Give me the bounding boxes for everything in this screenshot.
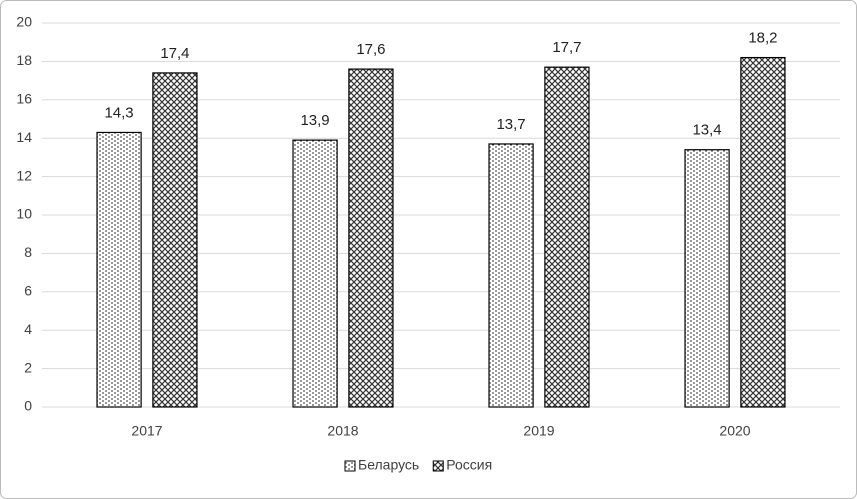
- y-tick-label: 18: [16, 52, 32, 68]
- x-tick-label: 2017: [131, 423, 162, 439]
- x-tick-label: 2020: [719, 423, 750, 439]
- value-label: 13,7: [496, 116, 525, 133]
- value-label: 13,9: [300, 112, 329, 129]
- x-tick-label: 2019: [523, 423, 554, 439]
- legend-label: Россия: [446, 457, 492, 473]
- bar: [488, 143, 534, 408]
- legend-swatch: [432, 460, 444, 472]
- bar: [740, 56, 786, 408]
- bar: [96, 131, 142, 408]
- y-tick-label: 2: [24, 359, 32, 375]
- y-tick-label: 8: [24, 244, 32, 260]
- legend-label: Беларусь: [358, 457, 419, 473]
- y-tick-label: 0: [24, 398, 32, 414]
- bar: [348, 68, 394, 408]
- bar: [292, 139, 338, 408]
- bar: [152, 72, 198, 408]
- y-tick-label: 16: [16, 91, 32, 107]
- y-tick-label: 6: [24, 283, 32, 299]
- bar: [544, 66, 590, 408]
- value-label: 18,2: [748, 30, 777, 47]
- y-tick-label: 4: [24, 321, 32, 337]
- y-tick-label: 14: [16, 129, 32, 145]
- value-label: 14,3: [104, 104, 133, 121]
- y-tick-label: 10: [16, 206, 32, 222]
- value-label: 17,4: [160, 45, 189, 62]
- x-tick-label: 2018: [327, 423, 358, 439]
- bar: [684, 149, 730, 408]
- y-tick-label: 12: [16, 167, 32, 183]
- value-label: 13,4: [692, 122, 721, 139]
- value-label: 17,7: [552, 39, 581, 56]
- y-tick-label: 20: [16, 14, 32, 30]
- value-label: 17,6: [356, 41, 385, 58]
- legend-swatch: [344, 460, 356, 472]
